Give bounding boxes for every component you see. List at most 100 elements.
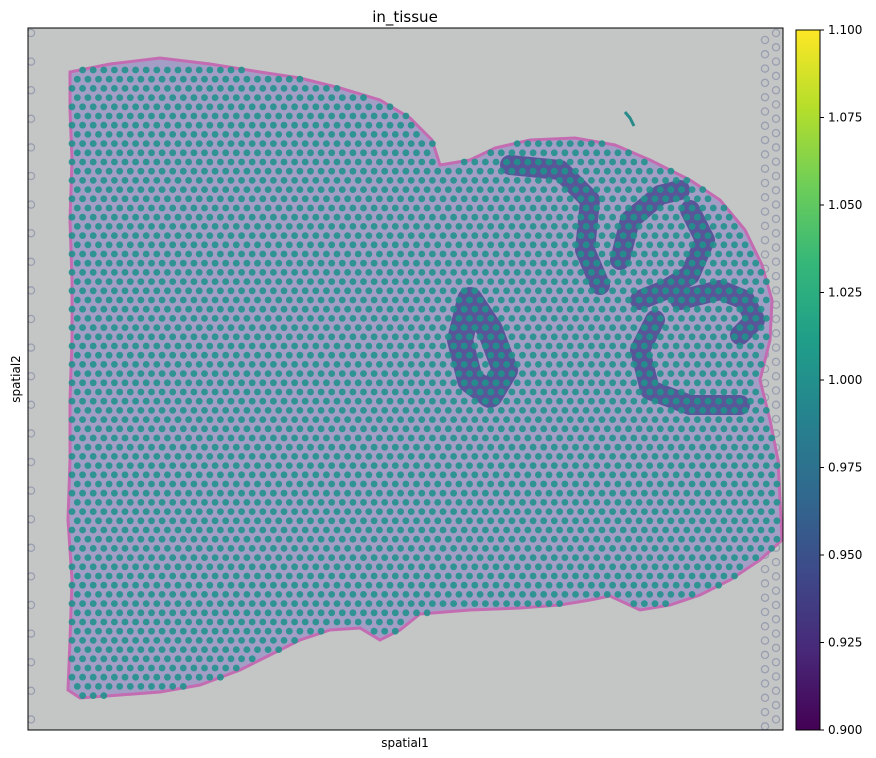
tissue-spot <box>264 480 272 488</box>
tissue-spot <box>211 462 219 469</box>
tissue-spot <box>349 517 357 525</box>
tissue-spot <box>132 324 140 331</box>
tissue-spot <box>291 379 298 387</box>
tissue-spot <box>731 315 738 322</box>
tissue-spot <box>238 177 246 184</box>
tissue-spot <box>402 241 410 249</box>
tissue-spot <box>323 158 330 166</box>
tissue-spot <box>545 453 553 460</box>
tissue-spot <box>254 499 261 506</box>
tissue-spot <box>683 195 691 203</box>
tissue-spot <box>407 397 415 405</box>
tissue-spot <box>169 517 177 525</box>
tissue-spot <box>545 471 553 479</box>
tissue-spot <box>301 489 309 497</box>
background-spot <box>771 286 781 295</box>
tissue-spot <box>688 480 696 488</box>
tissue-spot <box>476 554 484 561</box>
tissue-spot <box>619 361 627 368</box>
tissue-spot <box>174 232 182 240</box>
tissue-spot <box>683 489 691 497</box>
tissue-spot <box>635 351 643 359</box>
tissue-spot <box>79 379 86 387</box>
tissue-spot <box>137 609 145 617</box>
tissue-spot <box>762 462 770 469</box>
tissue-spot <box>354 453 362 460</box>
tissue-spot <box>333 397 341 405</box>
tissue-spot <box>222 443 230 451</box>
tissue-spot <box>126 407 134 414</box>
tissue-spot <box>503 471 510 479</box>
tissue-spot <box>704 324 712 331</box>
tissue-spot <box>566 471 574 479</box>
tissue-spot <box>190 223 198 230</box>
tissue-spot <box>317 315 325 322</box>
tissue-spot <box>487 572 495 580</box>
tissue-spot <box>323 232 330 240</box>
tissue-spot <box>264 259 272 267</box>
tissue-spot <box>715 526 722 534</box>
tissue-spot <box>646 241 654 249</box>
tissue-spot <box>598 250 606 258</box>
tissue-spot <box>582 462 590 469</box>
tissue-spot <box>614 186 622 194</box>
tissue-spot <box>688 535 696 543</box>
tissue-spot <box>142 213 150 221</box>
tissue-spot <box>121 397 129 405</box>
tissue-spot <box>439 250 447 258</box>
tissue-spot <box>603 462 611 469</box>
tissue-spot <box>301 434 309 442</box>
tissue-spot <box>185 453 193 460</box>
tissue-spot <box>503 232 510 240</box>
tissue-spot <box>556 489 563 497</box>
tissue-spot <box>550 351 558 359</box>
tissue-spot <box>217 416 224 423</box>
tissue-spot <box>68 305 76 313</box>
tissue-spot <box>641 287 648 295</box>
tissue-spot <box>248 305 256 313</box>
tissue-spot <box>137 278 145 285</box>
tissue-spot <box>704 489 712 497</box>
tissue-spot <box>423 425 431 433</box>
tissue-spot <box>285 296 293 304</box>
tissue-spot <box>84 370 92 377</box>
tissue-spot <box>227 121 235 129</box>
tissue-spot <box>614 499 622 506</box>
tissue-spot <box>381 149 389 157</box>
tissue-spot <box>126 480 134 488</box>
tissue-spot <box>333 121 341 129</box>
tissue-spot <box>683 471 691 479</box>
tissue-spot <box>254 480 261 488</box>
tissue-spot <box>535 581 542 589</box>
tissue-spot <box>238 342 246 350</box>
tissue-spot <box>709 278 717 285</box>
tissue-spot <box>588 213 595 221</box>
tissue-spot <box>603 167 611 175</box>
tissue-spot <box>407 471 415 479</box>
tissue-spot <box>132 361 140 368</box>
background-spot <box>771 600 781 610</box>
tissue-spot <box>174 121 182 129</box>
tissue-spot <box>577 213 585 221</box>
tissue-spot <box>577 269 585 276</box>
tissue-spot <box>662 361 669 368</box>
tissue-spot <box>508 186 516 194</box>
tissue-spot <box>179 480 187 488</box>
background-spot <box>28 457 36 467</box>
tissue-spot <box>614 554 622 561</box>
tissue-spot <box>296 149 304 157</box>
tissue-spot <box>84 315 92 322</box>
tissue-spot <box>238 269 246 276</box>
tissue-spot <box>635 186 643 194</box>
tissue-spot <box>217 269 224 276</box>
tissue-spot <box>577 158 585 166</box>
tissue-spot <box>593 388 601 396</box>
tissue-spot <box>376 269 383 276</box>
tissue-spot <box>158 131 166 138</box>
tissue-spot <box>95 646 102 653</box>
tissue-spot <box>142 177 150 184</box>
tissue-spot <box>217 489 224 497</box>
tissue-spot <box>132 526 140 534</box>
tissue-spot <box>519 259 526 267</box>
tissue-spot <box>243 462 251 469</box>
